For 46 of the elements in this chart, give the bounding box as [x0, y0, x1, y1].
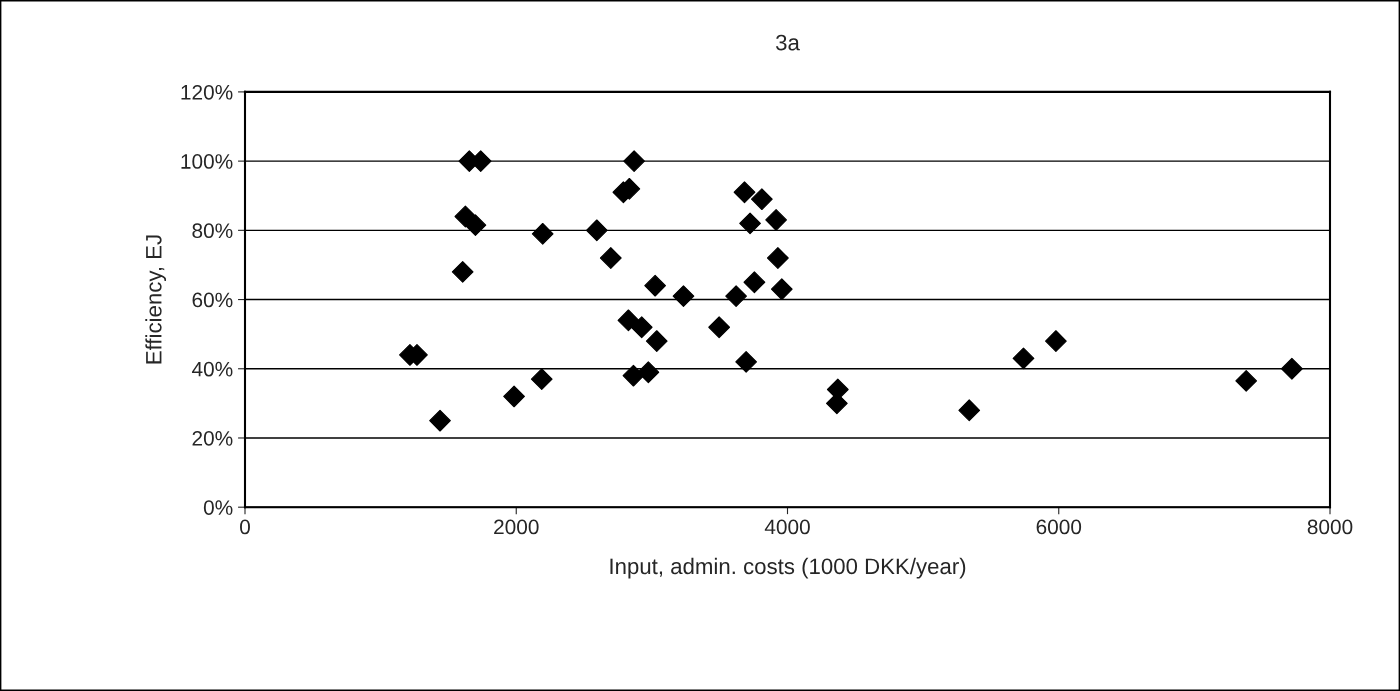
point	[429, 409, 451, 432]
x-tick-label: 6000	[1036, 519, 1082, 535]
point	[958, 399, 981, 422]
point	[735, 350, 758, 373]
y-tick-label: 60%	[192, 292, 233, 308]
point	[623, 150, 645, 173]
y-tick-label: 120%	[181, 84, 233, 100]
y-axis-title: Efficiency, EJ	[145, 235, 167, 364]
point	[645, 330, 668, 352]
point	[644, 274, 667, 297]
point	[503, 385, 525, 408]
point	[1281, 357, 1303, 380]
point	[770, 278, 793, 301]
y-tick-label: 80%	[192, 223, 233, 239]
point	[733, 181, 756, 204]
point	[1045, 330, 1067, 352]
chart-title: 3a	[775, 34, 800, 51]
point	[708, 316, 731, 339]
x-tick-label: 2000	[494, 519, 539, 535]
x-axis-title: Input, admin. costs (1000 DKK/year)	[610, 557, 966, 579]
y-tick-label: 40%	[191, 361, 233, 377]
point	[750, 188, 773, 211]
point	[766, 247, 789, 269]
y-tick-label: 20%	[192, 430, 233, 446]
y-tick-label: 100%	[181, 154, 233, 169]
point	[672, 285, 695, 307]
point	[622, 364, 645, 387]
point	[630, 316, 653, 339]
point	[617, 309, 640, 332]
point	[451, 260, 474, 283]
x-tick-label: 0	[240, 519, 250, 535]
point	[1235, 369, 1258, 392]
point	[765, 209, 787, 231]
point	[637, 361, 660, 384]
point	[464, 214, 487, 237]
point	[599, 247, 622, 269]
point	[739, 212, 761, 235]
x-tick-label: 8000	[1307, 519, 1353, 535]
x-tick-label: 4000	[764, 519, 810, 535]
point	[530, 368, 553, 391]
point	[585, 219, 608, 242]
point	[743, 271, 766, 294]
point	[531, 222, 554, 245]
y-tick-label: 0%	[203, 500, 233, 515]
point	[725, 285, 747, 307]
point	[1012, 347, 1035, 370]
